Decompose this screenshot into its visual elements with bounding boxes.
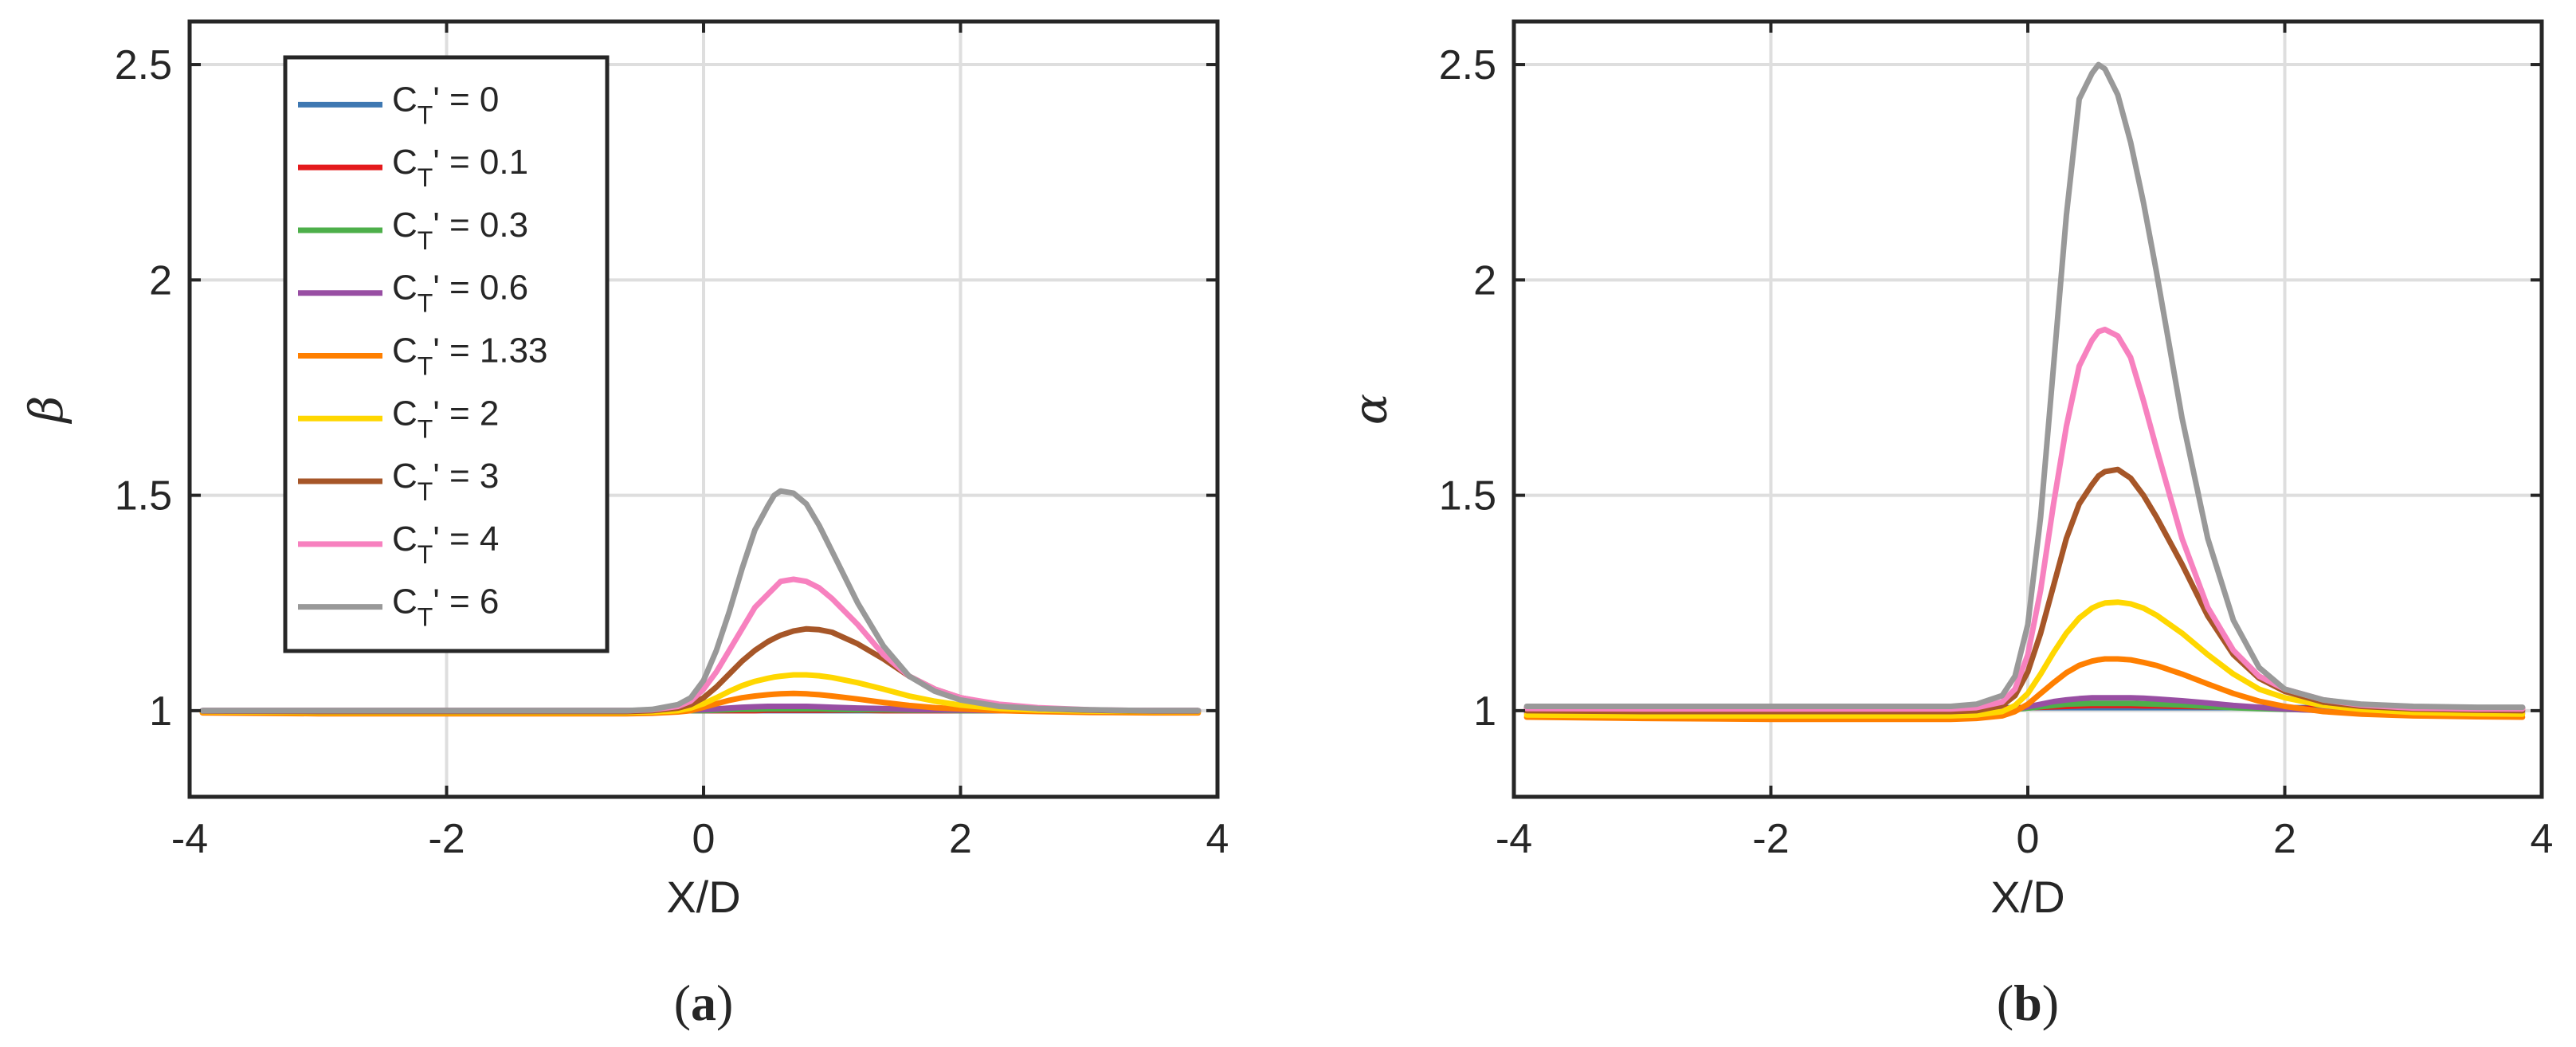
legend-label-rest: ' = 1.33 (433, 331, 547, 371)
legend-label-sub: T (418, 226, 433, 255)
legend-label-base: C (392, 331, 418, 371)
x-tick-label: 4 (1206, 816, 1229, 862)
legend-label-base: C (392, 582, 418, 622)
x-tick-label: 2 (949, 816, 972, 862)
legend-label-base: C (392, 80, 418, 119)
x-tick-label: 0 (2017, 816, 2040, 862)
legend-label-rest: ' = 0.1 (433, 143, 528, 182)
legend-label-sub: T (418, 603, 433, 632)
y-tick-label: 2.5 (1439, 42, 1496, 88)
panel-label-close: ) (716, 974, 733, 1031)
y-tick-label: 1.5 (1439, 473, 1496, 520)
legend-label-base: C (392, 520, 418, 559)
legend-label-base: C (392, 269, 418, 308)
y-axis-title: α (1343, 394, 1398, 425)
legend-label-rest: ' = 2 (433, 394, 499, 433)
x-tick-label: -2 (428, 816, 465, 862)
x-tick-label: -4 (171, 816, 208, 862)
legend-label-rest: ' = 3 (433, 457, 499, 496)
legend-label-sub: T (418, 540, 433, 569)
x-tick-label: 2 (2273, 816, 2296, 862)
legend-label-3: CT' = 0.6 (392, 269, 528, 318)
legend-label-rest: ' = 0 (433, 80, 499, 119)
legend-label-4: CT' = 1.33 (392, 331, 548, 381)
legend-label-sub: T (418, 163, 433, 192)
legend-label-sub: T (418, 414, 433, 443)
legend-label-rest: ' = 0.3 (433, 206, 528, 245)
legend: CT' = 0CT' = 0.1CT' = 0.3CT' = 0.6CT' = … (283, 55, 610, 653)
panel-label: (b) (1997, 974, 2059, 1031)
legend-label-2: CT' = 0.3 (392, 206, 528, 255)
x-tick-label: -2 (1752, 816, 1789, 862)
y-tick-label: 2 (1473, 257, 1496, 304)
legend-label-5: CT' = 2 (392, 394, 499, 443)
x-tick-label: 0 (692, 816, 716, 862)
y-axis-title: β (19, 396, 73, 425)
panel-a: -4 -2 0 2 4 1 1.5 2 2.5 X/D β (a) (19, 19, 1229, 1031)
y-tick-label: 2 (149, 257, 172, 304)
series-group (1523, 61, 2526, 723)
legend-label-1: CT' = 0.1 (392, 143, 528, 192)
panel-label-open: ( (674, 974, 691, 1031)
series-line-8 (199, 488, 1202, 714)
series-line-8 (1523, 61, 2526, 711)
y-tick-label: 1 (149, 688, 172, 735)
legend-label-7: CT' = 4 (392, 520, 499, 569)
x-tick-label: 4 (2531, 816, 2554, 862)
legend-label-rest: ' = 0.6 (433, 269, 528, 308)
y-tick-label: 1 (1473, 688, 1496, 735)
legend-label-base: C (392, 206, 418, 245)
x-axis-title: X/D (666, 872, 740, 922)
y-tick-label: 1.5 (115, 473, 172, 520)
panel-label: (a) (674, 974, 734, 1031)
y-tick-label: 2.5 (115, 42, 172, 88)
panel-b: -4 -2 0 2 4 1 1.5 2 2.5 X/D α (b) (1343, 19, 2554, 1031)
legend-label-rest: ' = 6 (433, 582, 499, 622)
series-line-4 (1523, 656, 2526, 723)
legend-label-6: CT' = 3 (392, 457, 499, 506)
x-tick-label: -4 (1496, 816, 1532, 862)
panel-label-letter: b (2013, 974, 2042, 1031)
x-axis-title: X/D (1990, 872, 2064, 922)
legend-label-sub: T (418, 477, 433, 506)
legend-label-base: C (392, 143, 418, 182)
legend-label-0: CT' = 0 (392, 80, 499, 129)
legend-label-sub: T (418, 100, 433, 129)
panel-label-letter: a (691, 974, 716, 1031)
legend-label-base: C (392, 394, 418, 433)
series-line-5 (1523, 599, 2526, 719)
panel-label-open: ( (1997, 974, 2013, 1031)
legend-label-sub: T (418, 352, 433, 381)
legend-label-sub: T (418, 289, 433, 318)
legend-label-rest: ' = 4 (433, 520, 499, 559)
legend-label-base: C (392, 457, 418, 496)
panel-label-close: ) (2042, 974, 2059, 1031)
series-group (199, 488, 1202, 717)
legend-label-8: CT' = 6 (392, 582, 499, 632)
